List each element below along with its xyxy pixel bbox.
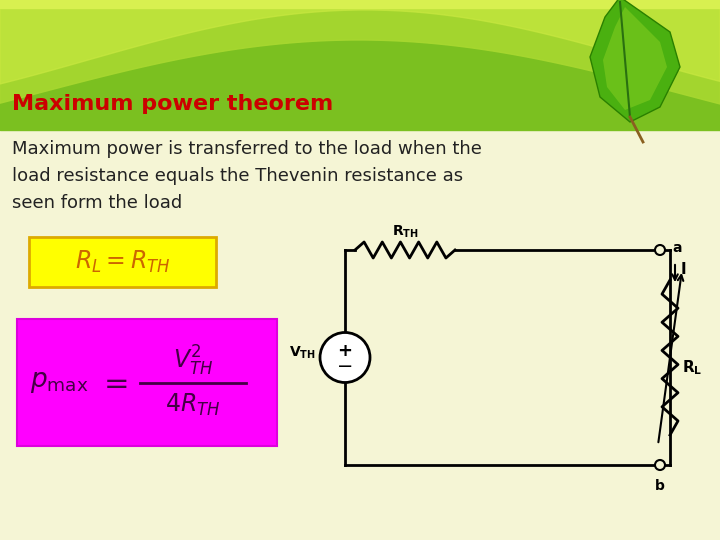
Text: $p_{\mathrm{max}}$: $p_{\mathrm{max}}$: [30, 370, 89, 395]
Text: $\mathbf{V_{TH}}$: $\mathbf{V_{TH}}$: [289, 345, 316, 361]
Text: $V^{2}_{TH}$: $V^{2}_{TH}$: [173, 343, 213, 377]
Polygon shape: [590, 0, 680, 122]
Text: +: +: [338, 341, 353, 360]
Text: b: b: [655, 479, 665, 493]
Text: $R_L = R_{TH}$: $R_L = R_{TH}$: [75, 249, 171, 275]
FancyBboxPatch shape: [29, 237, 216, 287]
Circle shape: [320, 333, 370, 382]
Circle shape: [655, 245, 665, 255]
Polygon shape: [603, 7, 667, 110]
FancyBboxPatch shape: [17, 319, 277, 446]
Text: a: a: [672, 241, 682, 255]
Text: $=$: $=$: [98, 368, 128, 397]
Text: I: I: [681, 262, 687, 278]
Text: $4R_{TH}$: $4R_{TH}$: [166, 392, 221, 417]
Text: −: −: [337, 357, 354, 376]
Circle shape: [655, 460, 665, 470]
Text: Maximum power theorem: Maximum power theorem: [12, 94, 333, 114]
Text: $\mathbf{R_L}$: $\mathbf{R_L}$: [682, 358, 703, 377]
Text: Maximum power is transferred to the load when the
load resistance equals the The: Maximum power is transferred to the load…: [12, 140, 482, 212]
Text: $\mathbf{R_{TH}}$: $\mathbf{R_{TH}}$: [392, 224, 418, 240]
